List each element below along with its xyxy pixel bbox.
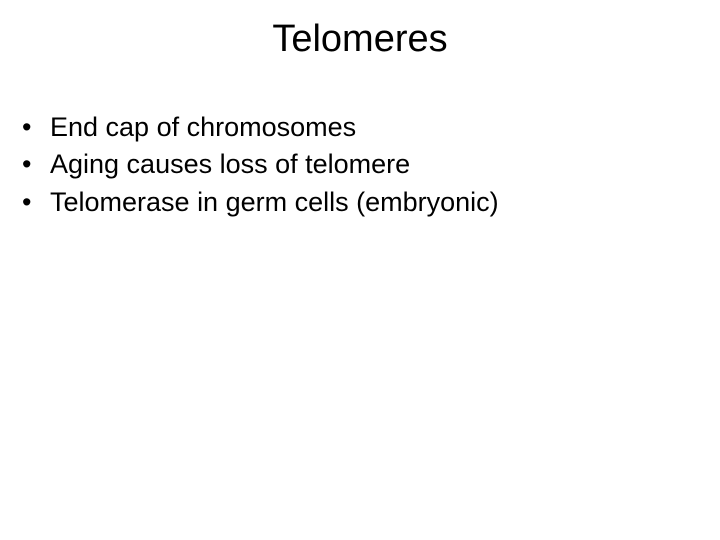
- slide-container: Telomeres End cap of chromosomes Aging c…: [0, 0, 720, 540]
- slide-title: Telomeres: [0, 18, 720, 61]
- bullet-item: Aging causes loss of telomere: [22, 146, 720, 183]
- bullet-item: End cap of chromosomes: [22, 109, 720, 146]
- bullet-item: Telomerase in germ cells (embryonic): [22, 184, 720, 221]
- bullet-list: End cap of chromosomes Aging causes loss…: [0, 109, 720, 221]
